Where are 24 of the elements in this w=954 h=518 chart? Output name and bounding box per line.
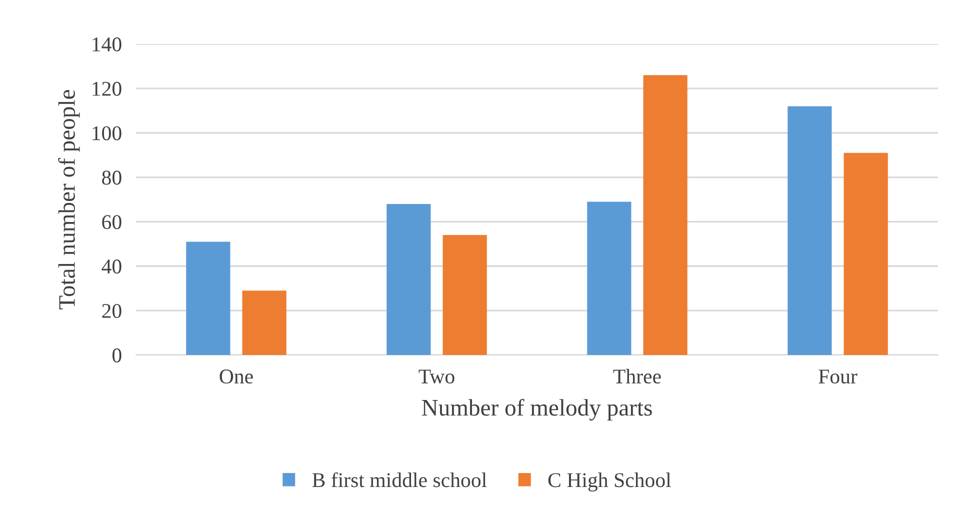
x-tick-label: Two: [418, 370, 454, 384]
bar: [587, 202, 632, 355]
x-tick-label: Four: [818, 370, 858, 384]
y-tick-label: 0: [112, 348, 122, 362]
y-tick-label: 40: [102, 260, 122, 274]
bar: [844, 152, 888, 355]
legend-label: B first middle school: [312, 472, 487, 488]
y-tick-label: 100: [92, 126, 122, 140]
y-tick-label: 80: [102, 170, 122, 185]
bar: [643, 75, 688, 355]
bar: [386, 204, 431, 355]
x-axis-title: Number of melody parts: [422, 398, 652, 421]
bar: [442, 235, 487, 355]
y-tick-label: 20: [102, 304, 122, 318]
bar: [788, 106, 832, 355]
y-tick-label: 120: [92, 82, 122, 96]
x-tick-label: Three: [613, 368, 661, 384]
bar: [242, 290, 286, 355]
y-axis-title: Total number of people: [58, 90, 80, 310]
x-tick-label: One: [220, 370, 253, 384]
y-tick-label: 140: [92, 37, 122, 52]
y-tick-label: 60: [102, 215, 122, 230]
bar: [186, 242, 230, 355]
legend-label: C High School: [548, 472, 671, 492]
